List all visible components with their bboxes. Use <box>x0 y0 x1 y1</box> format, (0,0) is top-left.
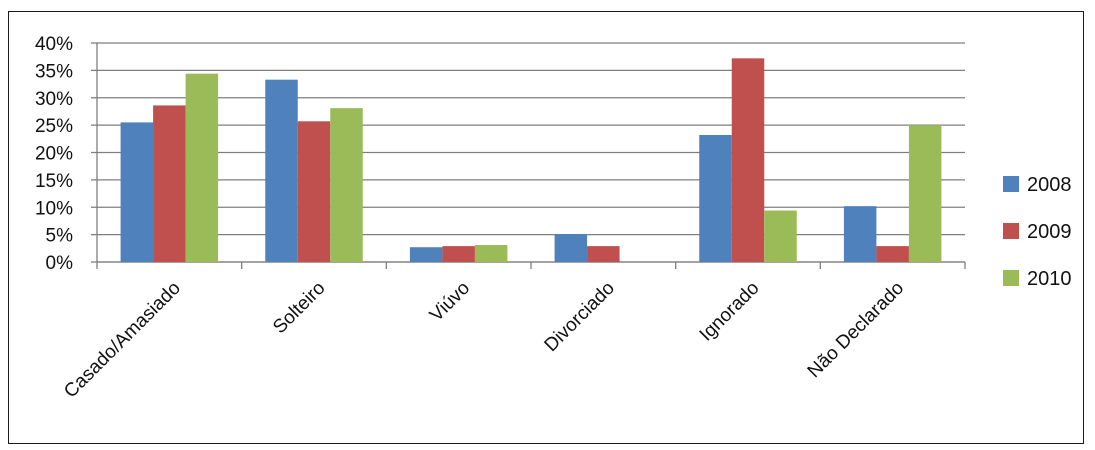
legend-swatch-2008 <box>1003 176 1019 192</box>
bar-2010-2 <box>474 245 508 262</box>
y-tick-label: 25% <box>35 116 73 137</box>
bar-2010-4 <box>764 210 797 262</box>
bar-2008-2 <box>409 247 443 262</box>
y-tick-label: 5% <box>46 226 74 247</box>
bar-2010-5 <box>908 125 942 262</box>
category-label: Viúvo <box>426 278 474 326</box>
category-label: Não Declarado <box>804 278 908 382</box>
legend-label-2010: 2010 <box>1027 268 1072 290</box>
y-tick-label: 30% <box>35 89 73 110</box>
legend-swatch-2009 <box>1003 223 1019 239</box>
bar-2009-2 <box>442 246 475 262</box>
bar-2008-3 <box>554 234 588 262</box>
bar-2008-0 <box>120 122 154 262</box>
y-tick-label: 35% <box>35 61 73 82</box>
legend-swatch-2010 <box>1003 270 1019 286</box>
category-label: Solteiro <box>269 278 329 338</box>
category-label: Casado/Amasiado <box>60 278 185 403</box>
y-tick-label: 10% <box>35 198 73 219</box>
bar-2009-1 <box>297 121 331 262</box>
y-tick-label: 20% <box>35 144 73 165</box>
y-tick-label: 40% <box>35 34 73 55</box>
y-tick-label: 15% <box>35 171 73 192</box>
bar-2009-4 <box>731 58 765 262</box>
legend-label-2009: 2009 <box>1027 221 1072 243</box>
category-label: Divorciado <box>541 278 619 356</box>
category-label: Ignorado <box>696 278 764 346</box>
bar-2008-5 <box>843 206 877 262</box>
bar-2010-1 <box>330 108 363 262</box>
bar-2008-4 <box>699 134 732 262</box>
legend-label-2008: 2008 <box>1027 174 1072 196</box>
bar-2008-1 <box>265 79 298 263</box>
y-tick-label: 0% <box>46 253 74 274</box>
bar-2010-0 <box>185 73 219 262</box>
bar-2009-3 <box>587 246 620 262</box>
bar-2009-0 <box>153 105 186 262</box>
bar-2009-5 <box>876 246 909 262</box>
